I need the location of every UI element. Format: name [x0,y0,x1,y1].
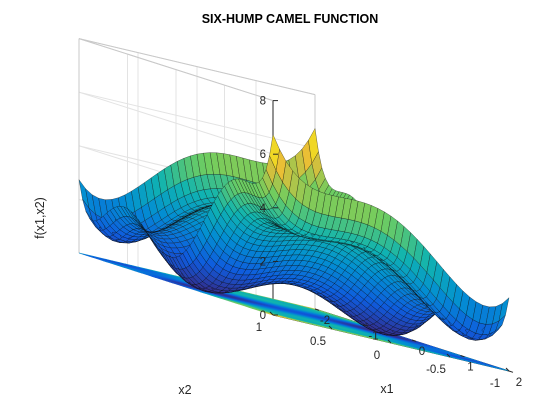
x2-tick-label: -1 [490,378,500,390]
x1-tick-label: -1 [368,331,378,343]
x2-tick-label: -0.5 [426,364,446,376]
surface-mesh [78,127,510,341]
z-tick-label: 2 [260,256,266,268]
z-tick-label: 4 [260,203,267,215]
box-edge [78,38,274,102]
x1-tick-label: 0 [419,346,425,358]
x1-tick-label: -2 [320,315,330,327]
x1-tick-label: 1 [467,362,473,374]
x2-tick-label: 1 [256,322,262,334]
grid-line [78,91,274,155]
z-axis-label: f(x1,x2) [33,197,47,239]
box-edge [78,38,316,96]
x1-axis-label: x1 [380,382,393,396]
grid-line [78,91,316,149]
x2-axis-label: x2 [178,383,191,397]
z-tick-label: 0 [260,310,266,322]
chart-title: SIX-HUMP CAMEL FUNCTION [202,12,379,26]
x1-tick-mark [508,370,514,373]
x2-tick-label: 0.5 [310,336,326,348]
z-tick-label: 8 [260,96,266,108]
x2-tick-label: 0 [374,350,380,362]
z-tick-label: 6 [260,149,266,161]
x1-tick-label: 2 [516,377,522,389]
